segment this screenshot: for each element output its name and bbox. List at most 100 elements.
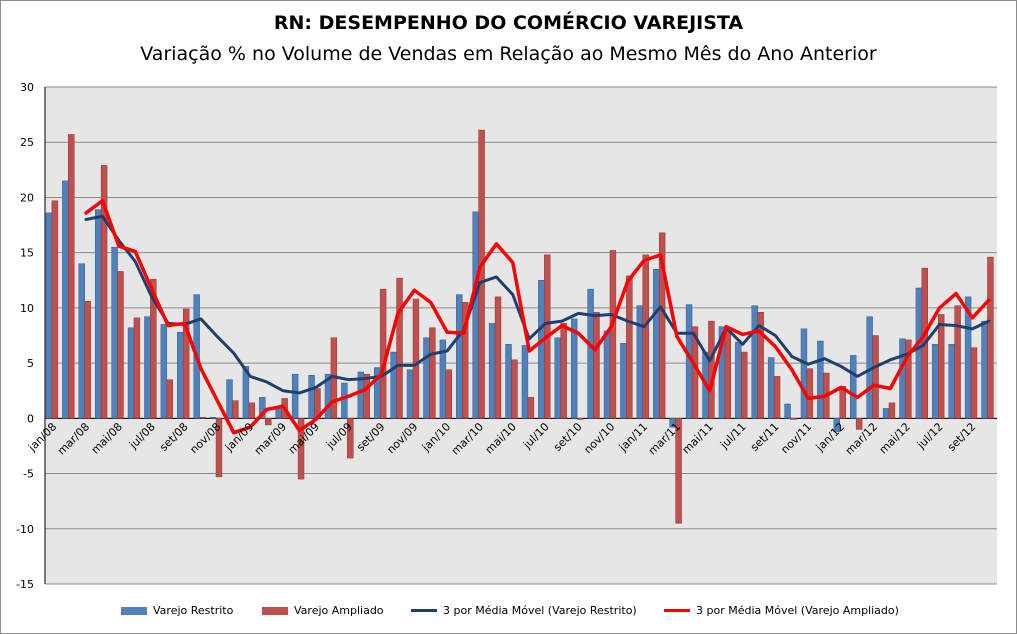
bar-varejo-restrito bbox=[735, 341, 742, 419]
bar-varejo-ampliado bbox=[970, 347, 978, 419]
bar-varejo-ampliado bbox=[872, 335, 879, 419]
bar-varejo-restrito bbox=[620, 342, 627, 419]
bar-varejo-restrito bbox=[341, 382, 348, 419]
bar-varejo-restrito bbox=[948, 344, 955, 419]
line-mm-varejo-restrito bbox=[84, 214, 991, 395]
bar-varejo-restrito bbox=[587, 288, 594, 419]
bar-varejo-restrito bbox=[570, 318, 578, 419]
y-tick-label: -5 bbox=[23, 468, 34, 481]
bar-varejo-restrito bbox=[850, 355, 857, 419]
bar-varejo-restrito bbox=[882, 408, 890, 419]
bar-varejo-ampliado bbox=[199, 416, 206, 419]
bar-varejo-ampliado bbox=[609, 250, 617, 419]
bar-varejo-ampliado bbox=[494, 296, 502, 419]
bar-varejo-ampliado bbox=[412, 298, 420, 419]
y-tick-label: 10 bbox=[20, 302, 34, 315]
bar-varejo-ampliado bbox=[117, 271, 124, 419]
legend-swatch-mm-ampliado bbox=[664, 609, 690, 612]
bar-varejo-ampliado bbox=[445, 369, 452, 419]
bar-varejo-ampliado bbox=[248, 402, 256, 419]
bar-varejo-restrito bbox=[291, 373, 299, 419]
bar-varejo-restrito bbox=[242, 366, 250, 419]
bar-varejo-ampliado bbox=[987, 256, 994, 419]
bar-varejo-restrito bbox=[538, 280, 545, 419]
bar-varejo-ampliado bbox=[68, 134, 75, 419]
legend-swatch-mm-restrito bbox=[411, 609, 437, 612]
bar-varejo-ampliado bbox=[905, 339, 912, 419]
bar-varejo-restrito bbox=[751, 305, 758, 419]
bar-varejo-ampliado bbox=[576, 418, 584, 420]
legend-item-mm-restrito: 3 por Média Móvel (Varejo Restrito) bbox=[411, 604, 637, 617]
bar-varejo-restrito bbox=[472, 211, 479, 419]
bar-varejo-ampliado bbox=[773, 376, 781, 419]
y-tick-label: 5 bbox=[27, 357, 34, 370]
bar-varejo-ampliado bbox=[347, 418, 354, 459]
bar-varejo-ampliado bbox=[806, 368, 814, 419]
y-axis-ticks: -15 -10 -5 0 5 10 15 20 25 30 bbox=[16, 81, 34, 591]
bar-varejo-restrito bbox=[899, 338, 906, 419]
bar-varejo-ampliado bbox=[182, 308, 190, 419]
y-tick-label: -10 bbox=[16, 523, 34, 536]
bar-varejo-restrito bbox=[784, 403, 791, 419]
legend-item-restrito: Varejo Restrito bbox=[121, 604, 233, 617]
bar-varejo-restrito bbox=[456, 294, 463, 419]
legend-item-mm-ampliado: 3 por Média Móvel (Varejo Ampliado) bbox=[664, 604, 899, 617]
bar-varejo-restrito bbox=[111, 246, 118, 419]
bar-varejo-restrito bbox=[78, 263, 85, 419]
bar-varejo-ampliado bbox=[166, 379, 173, 419]
bar-varejo-ampliado bbox=[626, 275, 633, 419]
bar-varejo-ampliado bbox=[658, 232, 666, 419]
bar-varejo-ampliado bbox=[888, 402, 896, 419]
bar-varejo-restrito bbox=[505, 344, 512, 419]
bar-varejo-ampliado bbox=[642, 254, 649, 419]
bar-varejo-ampliado bbox=[855, 418, 863, 430]
bar-varejo-restrito bbox=[160, 324, 168, 419]
bar-varejo-ampliado bbox=[757, 312, 764, 419]
bar-varejo-restrito bbox=[177, 331, 184, 419]
legend: Varejo Restrito Varejo Ampliado 3 por Mé… bbox=[0, 604, 1017, 622]
bar-varejo-ampliado bbox=[937, 314, 945, 419]
y-tick-label: 20 bbox=[20, 191, 34, 204]
bar-varejo-restrito bbox=[636, 305, 644, 419]
bar-varejo-restrito bbox=[423, 337, 430, 419]
bar-varejo-ampliado bbox=[527, 397, 535, 419]
bar-varejo-ampliado bbox=[461, 302, 469, 419]
chart-title: RN: DESEMPENHO DO COMÉRCIO VAREJISTA bbox=[273, 12, 744, 34]
bar-varejo-restrito bbox=[45, 212, 53, 419]
bar-varejo-ampliado bbox=[84, 301, 91, 419]
bar-varejo-ampliado bbox=[215, 418, 223, 478]
bar-varejo-restrito bbox=[817, 340, 824, 419]
bar-varejo-restrito bbox=[603, 330, 611, 419]
bar-varejo-restrito bbox=[127, 327, 135, 419]
line-mm-varejo-ampliado bbox=[84, 199, 991, 435]
y-tick-label: 0 bbox=[27, 412, 34, 425]
bar-varejo-restrito bbox=[981, 320, 988, 419]
bar-varejo-ampliado bbox=[100, 165, 108, 419]
bar-varejo-ampliado bbox=[954, 305, 961, 419]
bar-varejo-restrito bbox=[488, 323, 496, 419]
bar-varejo-ampliado bbox=[51, 200, 59, 419]
bar-varejo-restrito bbox=[554, 337, 561, 419]
chart-subtitle: Variação % no Volume de Vendas em Relaçã… bbox=[140, 43, 877, 65]
bar-varejo-restrito bbox=[800, 328, 808, 419]
bar-varejo-ampliado bbox=[724, 328, 732, 419]
bar-varejo-restrito bbox=[521, 345, 529, 419]
bar-varejo-ampliado bbox=[150, 278, 157, 419]
bar-varejo-ampliado bbox=[675, 418, 682, 524]
moving-average-lines bbox=[84, 199, 991, 435]
bar-varejo-ampliado bbox=[396, 277, 403, 419]
bar-varejo-restrito bbox=[390, 351, 397, 419]
legend-label-mm-ampliado: 3 por Média Móvel (Varejo Ampliado) bbox=[696, 604, 899, 617]
legend-swatch-restrito bbox=[121, 606, 147, 615]
bar-varejo-ampliado bbox=[297, 418, 305, 480]
bar-varejo-restrito bbox=[932, 344, 939, 419]
bar-varejo-restrito bbox=[308, 375, 315, 419]
y-tick-label: -15 bbox=[16, 578, 34, 591]
bar-varejo-ampliado bbox=[232, 400, 239, 419]
bar-varejo-ampliado bbox=[741, 351, 748, 419]
bar-varejo-restrito bbox=[653, 268, 660, 419]
plot-area bbox=[45, 87, 997, 584]
legend-item-ampliado: Varejo Ampliado bbox=[262, 604, 384, 617]
bar-varejo-ampliado bbox=[511, 359, 518, 419]
